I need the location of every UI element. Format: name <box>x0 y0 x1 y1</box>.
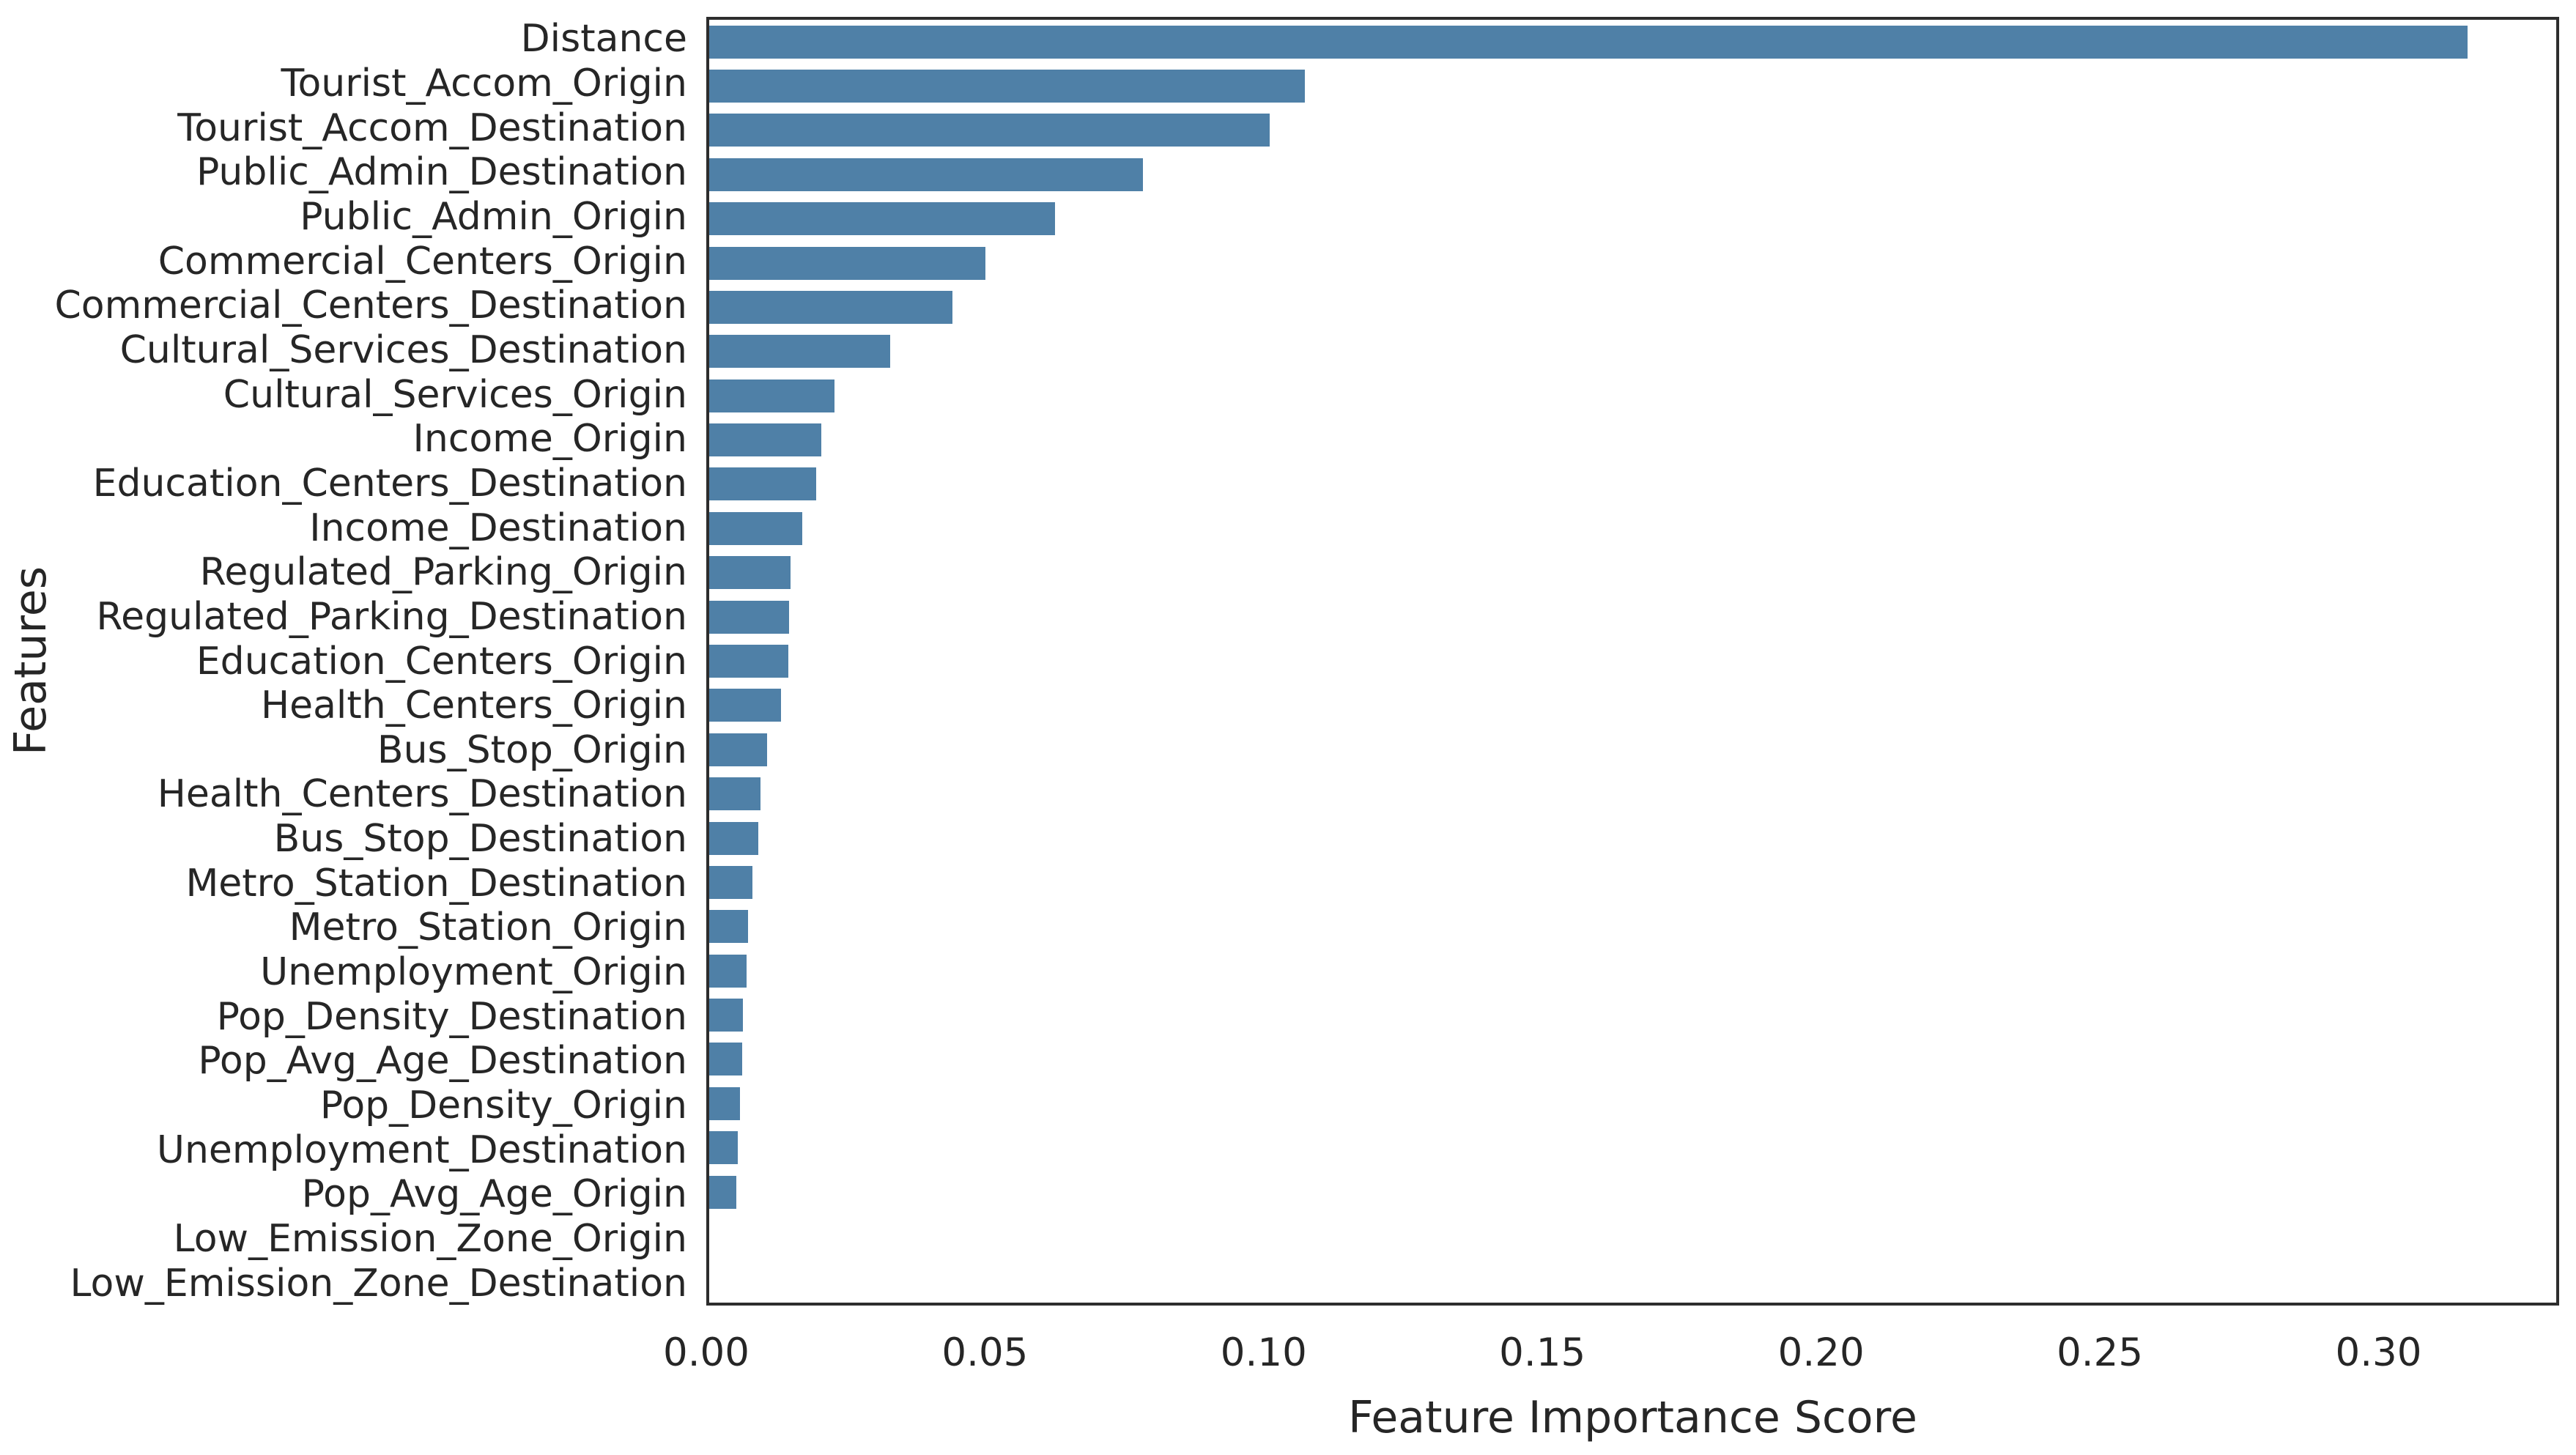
y-tick-label: Low_Emission_Zone_Destination <box>70 1261 687 1306</box>
y-tick-label: Pop_Density_Destination <box>216 994 687 1039</box>
y-tick-label: Regulated_Parking_Destination <box>96 594 687 639</box>
bar <box>709 1131 738 1164</box>
y-tick-label: Cultural_Services_Origin <box>223 372 687 417</box>
y-tick-label: Tourist_Accom_Destination <box>177 105 687 150</box>
y-tick-label: Public_Admin_Destination <box>196 150 687 195</box>
bar <box>709 114 1270 147</box>
x-axis-label: Feature Importance Score <box>1348 1392 1917 1443</box>
bar <box>709 866 753 899</box>
y-tick-labels: Distance Tourist_Accom_Origin Tourist_Acco… <box>0 17 687 1306</box>
y-tick-label: Metro_Station_Destination <box>185 861 687 906</box>
x-tick-label: 0.20 <box>1777 1330 1865 1375</box>
bar <box>709 556 791 589</box>
bar <box>709 1043 742 1075</box>
y-tick-label: Commercial_Centers_Destination <box>54 284 687 328</box>
y-tick-label: Unemployment_Destination <box>156 1128 687 1172</box>
y-tick-label: Pop_Avg_Age_Destination <box>198 1039 687 1084</box>
y-tick-label: Low_Emission_Zone_Origin <box>173 1217 687 1262</box>
bar <box>709 645 788 678</box>
y-tick-label: Income_Origin <box>412 417 687 462</box>
x-tick-label: 0.25 <box>2057 1330 2144 1375</box>
bar <box>709 955 747 988</box>
y-tick-label: Pop_Avg_Age_Origin <box>301 1172 687 1217</box>
bar <box>709 601 790 634</box>
bar <box>709 380 834 412</box>
bar <box>709 202 1055 235</box>
x-tick-label: 0.30 <box>2335 1330 2422 1375</box>
bar <box>709 822 758 855</box>
bar <box>709 689 781 722</box>
plot-area <box>706 17 2559 1306</box>
y-tick-label: Education_Centers_Destination <box>92 461 687 506</box>
y-tick-label: Education_Centers_Origin <box>196 639 687 684</box>
x-tick-label: 0.15 <box>1499 1330 1586 1375</box>
bar <box>709 1087 741 1120</box>
y-tick-label: Income_Destination <box>309 506 687 550</box>
y-tick-label: Bus_Stop_Destination <box>273 817 687 862</box>
x-tick-label: 0.00 <box>662 1330 750 1375</box>
y-tick-label: Commercial_Centers_Origin <box>158 239 687 284</box>
bar <box>709 423 822 456</box>
bar <box>709 247 985 280</box>
x-tick-label: 0.05 <box>941 1330 1029 1375</box>
bar <box>709 26 2468 59</box>
bar <box>709 158 1144 191</box>
bar <box>709 291 953 324</box>
x-tick-label: 0.10 <box>1220 1330 1307 1375</box>
y-tick-label: Public_Admin_Origin <box>300 194 687 239</box>
bar <box>709 70 1306 103</box>
y-tick-label: Metro_Station_Origin <box>289 906 687 950</box>
bar <box>709 512 803 545</box>
y-tick-label: Distance <box>520 17 687 62</box>
bar <box>709 733 767 766</box>
y-tick-label: Regulated_Parking_Origin <box>199 550 687 595</box>
bar <box>709 1176 737 1209</box>
bar <box>709 467 816 500</box>
x-tick-labels: 0.00 0.05 0.10 0.15 0.20 0.25 0.30 <box>663 1328 2559 1379</box>
y-tick-label: Cultural_Services_Destination <box>119 327 687 372</box>
y-tick-label: Health_Centers_Origin <box>260 684 687 728</box>
bar <box>709 999 744 1032</box>
y-tick-label: Health_Centers_Destination <box>157 772 687 817</box>
y-tick-label: Tourist_Accom_Origin <box>281 61 687 105</box>
y-tick-label: Bus_Stop_Origin <box>377 728 687 772</box>
bar <box>709 335 891 368</box>
y-tick-label: Pop_Density_Origin <box>319 1084 687 1128</box>
bar <box>709 777 760 810</box>
bar <box>709 910 749 943</box>
y-tick-label: Unemployment_Origin <box>260 950 687 995</box>
